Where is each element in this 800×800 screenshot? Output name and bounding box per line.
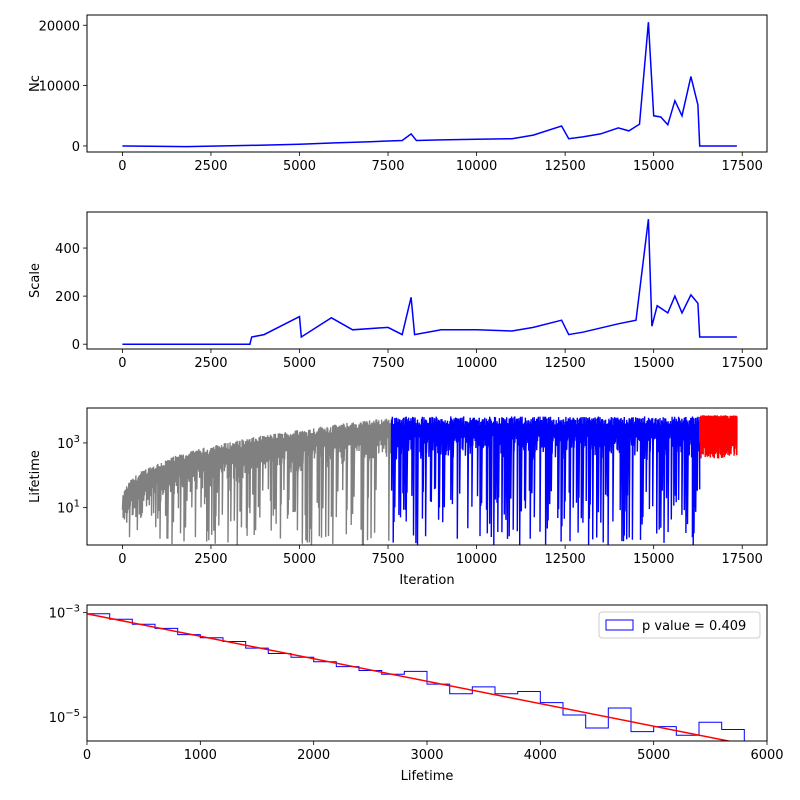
x-tick-label: 0	[83, 748, 91, 763]
x-tick-label: 4000	[524, 748, 557, 763]
trace-segment-main	[390, 416, 701, 545]
panel-3: 0 2500 5000 7500 10000 12500 15000 17500 101 103 L…	[28, 407, 768, 588]
legend-box	[598, 611, 761, 639]
x-tick-label: 3000	[410, 748, 443, 763]
y-tick-label: 101	[57, 499, 80, 517]
x-tick-label: 17500	[722, 552, 763, 567]
x-tick-label: 0	[118, 552, 126, 567]
legend-label: p value = 0.409	[642, 619, 746, 634]
x-tick-label: 2500	[194, 159, 227, 174]
x-tick-label: 0	[118, 356, 126, 371]
x-tick-label: 2500	[194, 356, 227, 371]
x-tick-label: 15000	[633, 356, 674, 371]
x-tick-label: 15000	[633, 159, 674, 174]
fit-line	[87, 613, 733, 741]
x-tick-label: 7500	[371, 159, 404, 174]
x-axis-label: Lifetime	[401, 769, 454, 784]
y-tick-label: 200	[55, 290, 80, 305]
x-tick-label: 5000	[283, 552, 316, 567]
series-line-1	[122, 219, 737, 345]
axes-frame	[86, 14, 768, 153]
x-tick-label: 5000	[283, 356, 316, 371]
x-tick-label: 7500	[371, 552, 404, 567]
axes-frame	[86, 211, 768, 350]
x-tick-label: 10000	[456, 159, 497, 174]
x-tick-label: 10000	[456, 552, 497, 567]
x-tick-label: 10000	[456, 356, 497, 371]
panel-4: 0 1000 2000 3000 4000 5000 6000 10−5 10−3 Lifetim…	[49, 604, 784, 784]
y-tick-label: 400	[55, 242, 80, 257]
y-axis-label: Lifetime	[28, 450, 43, 503]
trace-segment-burnin	[121, 418, 393, 545]
y-tick-label: 10−3	[49, 604, 80, 622]
plot-area	[122, 22, 737, 148]
plot-area	[121, 415, 738, 545]
x-tick-label: 12500	[544, 159, 585, 174]
x-tick-label: 17500	[722, 356, 763, 371]
y-tick-label: 10−5	[49, 708, 80, 726]
trace-segment-tail	[699, 415, 738, 459]
y-tick-label: 20000	[39, 19, 80, 34]
x-tick-label: 2000	[297, 748, 330, 763]
series-line-1	[122, 22, 737, 148]
x-tick-label: 17500	[722, 159, 763, 174]
legend: p value = 0.409	[598, 611, 761, 639]
y-axis-label: Nc	[28, 75, 43, 92]
x-tick-label: 15000	[633, 552, 674, 567]
panel-1: 0 2500 5000 7500 10000 12500 15000 17500 0 10000 2…	[28, 14, 768, 174]
y-axis-label: Scale	[28, 263, 43, 298]
x-tick-label: 12500	[544, 552, 585, 567]
x-tick-label: 7500	[371, 356, 404, 371]
plot-area	[87, 613, 767, 741]
x-tick-label: 5000	[637, 748, 670, 763]
y-tick-label: 103	[57, 434, 80, 452]
x-tick-label: 0	[118, 159, 126, 174]
x-tick-label: 1000	[184, 748, 217, 763]
y-tick-label: 0	[72, 338, 80, 353]
legend-swatch	[605, 619, 634, 631]
panel-2: 0 2500 5000 7500 10000 12500 15000 17500 0 200 400…	[28, 211, 768, 371]
y-tick-label: 10000	[39, 80, 80, 95]
x-axis-label: Iteration	[399, 573, 454, 588]
histogram-step	[87, 613, 767, 741]
x-tick-label: 12500	[544, 356, 585, 371]
x-tick-label: 2500	[194, 552, 227, 567]
x-tick-label: 5000	[283, 159, 316, 174]
plot-area	[122, 219, 737, 345]
x-tick-label: 6000	[750, 748, 783, 763]
axes-frame	[86, 407, 768, 546]
y-tick-label: 0	[72, 140, 80, 155]
